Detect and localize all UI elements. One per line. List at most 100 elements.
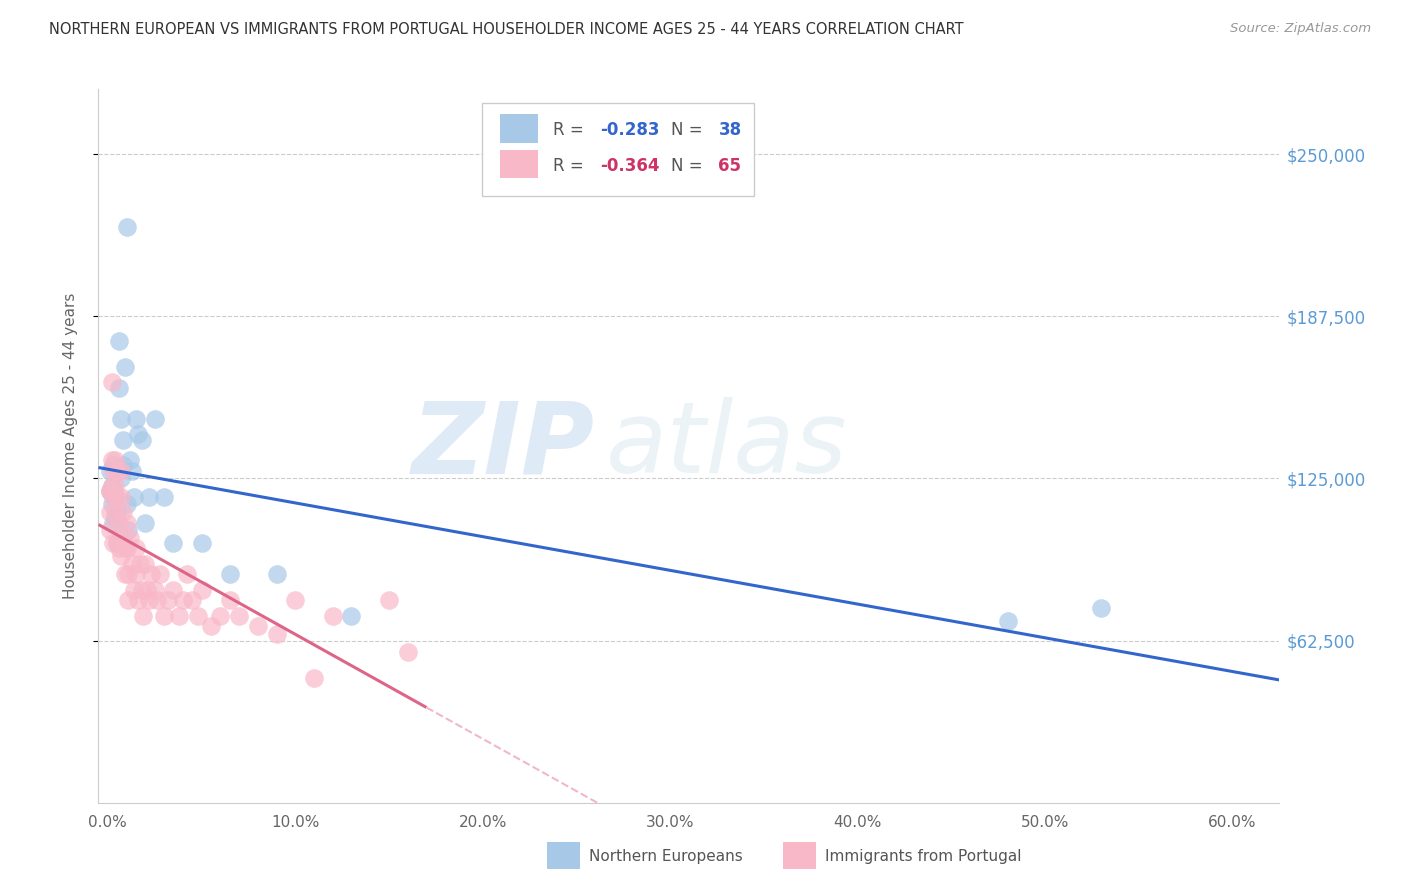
- Point: [145, 593, 167, 607]
- Point: [200, 619, 222, 633]
- Point: [104, 510, 127, 524]
- Point: [103, 464, 125, 478]
- Point: [110, 464, 132, 478]
- Point: [138, 490, 160, 504]
- Point: [121, 464, 143, 478]
- Point: [162, 582, 184, 597]
- Point: [98, 484, 121, 499]
- Point: [115, 219, 138, 234]
- Point: [108, 516, 131, 530]
- Y-axis label: Householder Income Ages 25 - 44 years: Householder Income Ages 25 - 44 years: [63, 293, 77, 599]
- Point: [111, 433, 134, 447]
- Point: [122, 490, 145, 504]
- Point: [246, 619, 269, 633]
- Point: [156, 593, 179, 607]
- Point: [117, 524, 139, 538]
- Point: [218, 567, 240, 582]
- Point: [378, 593, 401, 607]
- Point: [103, 484, 125, 499]
- Point: [103, 516, 125, 530]
- Point: [100, 479, 122, 493]
- Point: [134, 557, 156, 571]
- Point: [153, 490, 176, 504]
- Text: -0.364: -0.364: [600, 157, 659, 175]
- Point: [1090, 601, 1112, 615]
- Point: [108, 541, 131, 556]
- FancyBboxPatch shape: [482, 103, 754, 196]
- Point: [127, 427, 149, 442]
- Point: [105, 464, 128, 478]
- Bar: [501, 114, 537, 143]
- Point: [117, 593, 139, 607]
- Point: [98, 505, 121, 519]
- Point: [218, 593, 240, 607]
- Point: [153, 609, 176, 624]
- Text: NORTHERN EUROPEAN VS IMMIGRANTS FROM PORTUGAL HOUSEHOLDER INCOME AGES 25 - 44 YE: NORTHERN EUROPEAN VS IMMIGRANTS FROM POR…: [49, 22, 965, 37]
- Point: [139, 567, 162, 582]
- Point: [190, 582, 212, 597]
- Point: [302, 671, 325, 685]
- Bar: [783, 842, 817, 869]
- Point: [122, 582, 145, 597]
- Point: [103, 536, 125, 550]
- Point: [100, 453, 122, 467]
- Point: [131, 582, 153, 597]
- Point: [181, 593, 204, 607]
- Point: [111, 505, 134, 519]
- Point: [138, 593, 160, 607]
- Point: [104, 479, 127, 493]
- Point: [136, 582, 159, 597]
- Point: [105, 536, 128, 550]
- Point: [340, 609, 363, 624]
- Point: [114, 541, 136, 556]
- Point: [209, 609, 232, 624]
- Point: [115, 516, 138, 530]
- Text: Immigrants from Portugal: Immigrants from Portugal: [825, 849, 1021, 863]
- Point: [132, 609, 155, 624]
- Point: [100, 497, 122, 511]
- Point: [176, 567, 198, 582]
- Point: [114, 359, 136, 374]
- Point: [111, 531, 134, 545]
- Point: [115, 541, 138, 556]
- Point: [187, 609, 209, 624]
- Point: [115, 497, 138, 511]
- Point: [127, 593, 149, 607]
- Point: [110, 549, 132, 564]
- Text: ZIP: ZIP: [412, 398, 595, 494]
- Point: [125, 541, 148, 556]
- Point: [104, 490, 127, 504]
- Point: [228, 609, 250, 624]
- Point: [98, 484, 121, 499]
- Text: Source: ZipAtlas.com: Source: ZipAtlas.com: [1230, 22, 1371, 36]
- Point: [111, 458, 134, 473]
- Point: [100, 479, 122, 493]
- Text: R =: R =: [553, 157, 589, 175]
- Point: [149, 567, 172, 582]
- Text: 65: 65: [718, 157, 741, 175]
- Point: [117, 567, 139, 582]
- Point: [105, 505, 128, 519]
- Point: [110, 471, 132, 485]
- Point: [162, 536, 184, 550]
- Point: [105, 536, 128, 550]
- Point: [143, 411, 166, 425]
- Text: -0.283: -0.283: [600, 121, 659, 139]
- Point: [322, 609, 344, 624]
- Point: [103, 458, 125, 473]
- Point: [108, 381, 131, 395]
- Point: [167, 609, 190, 624]
- Point: [103, 490, 125, 504]
- Point: [121, 557, 143, 571]
- Point: [143, 582, 166, 597]
- Point: [104, 453, 127, 467]
- Point: [100, 376, 122, 390]
- Bar: [547, 842, 581, 869]
- Point: [131, 433, 153, 447]
- Point: [134, 516, 156, 530]
- Point: [172, 593, 194, 607]
- Point: [105, 490, 128, 504]
- Text: N =: N =: [671, 157, 709, 175]
- Text: R =: R =: [553, 121, 589, 139]
- Point: [266, 627, 288, 641]
